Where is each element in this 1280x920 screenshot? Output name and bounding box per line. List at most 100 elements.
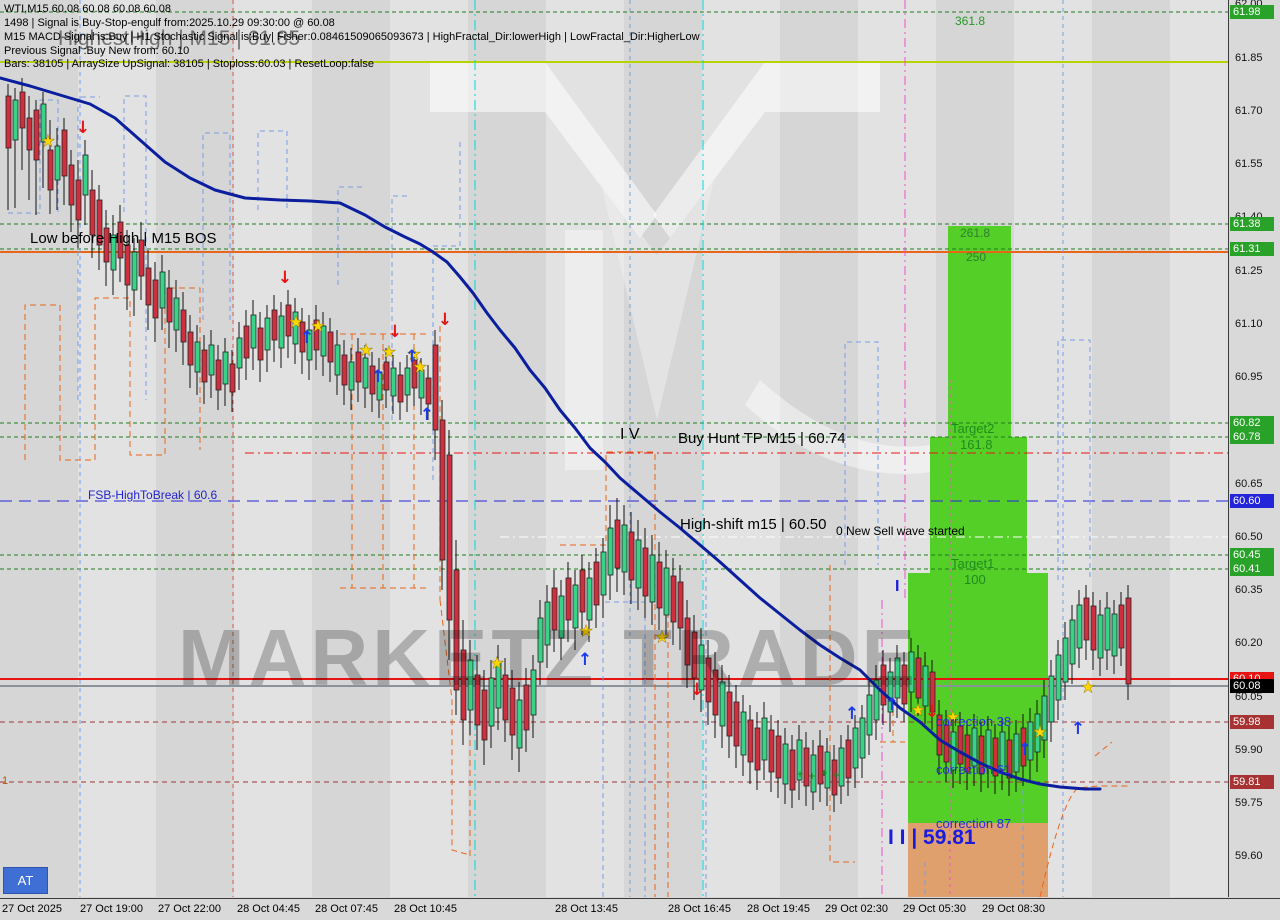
candle-body xyxy=(369,365,376,395)
fractal-step-line xyxy=(924,790,1024,897)
price-level-badge: 61.38 xyxy=(1230,217,1274,231)
star-icon: ★ xyxy=(413,358,426,376)
candle-body xyxy=(600,551,607,596)
star-icon: ★ xyxy=(490,654,503,672)
candle-body xyxy=(222,351,229,385)
candle-body xyxy=(768,729,775,773)
candle-body xyxy=(236,337,243,369)
candle-body xyxy=(201,349,208,383)
star-icon: ★ xyxy=(1033,723,1046,741)
candle-body xyxy=(747,719,754,763)
candle-body xyxy=(838,747,845,787)
chart-annotation: correction 87 xyxy=(936,816,1012,831)
time-axis-label: 27 Oct 19:00 xyxy=(80,903,143,915)
price-level-badge: 59.98 xyxy=(1230,715,1274,729)
chart-annotation: I I | 59.81 xyxy=(888,826,976,849)
candle-body xyxy=(1020,727,1027,767)
candle-body xyxy=(75,179,82,221)
candle-body xyxy=(376,371,383,401)
candle-body xyxy=(502,674,509,721)
candle-body xyxy=(705,657,712,703)
candle-body xyxy=(642,547,649,597)
price-level-badge: 60.78 xyxy=(1230,430,1274,444)
candle-body xyxy=(1111,613,1118,657)
candle-body xyxy=(656,561,663,609)
plus-tick-icon: + xyxy=(832,771,840,781)
chart-annotation: 100 xyxy=(964,572,986,587)
chart-annotation: Buy Hunt TP M15 | 60.74 xyxy=(678,430,846,447)
candle-body xyxy=(691,631,698,679)
candle-body xyxy=(845,739,852,779)
price-tick-label: 61.10 xyxy=(1235,318,1263,330)
chart-plot-area[interactable]: MARKETZ TRADE ★ ★ ★ ★ ★ ★ ★ ★ ★ ★ ★ ★ ★ ★ ↓ ↓ ↓ ↓ ↓ ↓ ↑ ↑ ↑ ↑ ↑ ↑… xyxy=(0,0,1229,897)
candle-body xyxy=(698,644,705,691)
candle-body xyxy=(341,354,348,386)
time-axis-label: 29 Oct 02:30 xyxy=(825,903,888,915)
candle-body xyxy=(54,145,61,181)
time-axis[interactable]: 27 Oct 2025 27 Oct 19:00 27 Oct 22:00 28 Oc… xyxy=(0,898,1280,920)
candle-body xyxy=(348,361,355,391)
candle-body xyxy=(859,717,866,759)
price-level-badge: 60.45 xyxy=(1230,548,1274,562)
candle-body xyxy=(593,561,600,606)
buy-arrow-icon: ↑ xyxy=(420,405,434,425)
candle-body xyxy=(614,519,621,569)
candle-body xyxy=(880,664,887,706)
buy-arrow-icon: ↑ xyxy=(578,650,592,670)
candle-body xyxy=(19,91,26,129)
candle-body xyxy=(1097,614,1104,659)
price-tick-label: 59.75 xyxy=(1235,797,1263,809)
candle-body xyxy=(726,691,733,737)
candle-body xyxy=(47,149,54,191)
price-axis[interactable]: 62.0061.8561.7061.5561.4061.2561.1060.95… xyxy=(1229,0,1280,897)
candle-body xyxy=(719,681,726,727)
candle-body xyxy=(1062,637,1069,683)
candle-body xyxy=(530,669,537,716)
watermark-text: MARKETZ TRADE xyxy=(178,613,919,702)
candle-body xyxy=(572,584,579,629)
envelope-line xyxy=(340,333,428,589)
candle-body xyxy=(1027,721,1034,761)
fractal-step-line xyxy=(257,130,288,210)
at-button[interactable]: AT xyxy=(3,867,48,894)
time-axis-label: 28 Oct 19:45 xyxy=(747,903,810,915)
candle-body xyxy=(908,651,915,693)
candle-body xyxy=(915,657,922,699)
fib-zone-box xyxy=(948,226,1011,437)
candle-body xyxy=(803,747,810,787)
candle-body xyxy=(712,669,719,716)
indicator-info-line: M15 MACD Signal is:Buy | H1 Stochastic S… xyxy=(4,31,700,43)
candle-body xyxy=(824,751,831,789)
plus-tick-icon: + xyxy=(796,770,804,780)
candle-body xyxy=(481,689,488,741)
candle-body xyxy=(1104,607,1111,651)
candle-body xyxy=(621,524,628,573)
candle-body xyxy=(40,103,47,143)
chart-annotation: 161.8 xyxy=(960,437,993,452)
sell-arrow-icon: ↓ xyxy=(278,268,292,288)
candle-body xyxy=(1034,713,1041,753)
candle-body xyxy=(551,587,558,631)
candle-body xyxy=(999,731,1006,771)
chart-canvas[interactable]: ★★ ★★ ★ ★★★★ ★★ ★★★↓↓↓↓↓↓↑↑↑↑↑↑ ↑↑↑+ + + + xyxy=(0,0,1228,897)
candle-body xyxy=(5,95,12,149)
chart-annotation: 1 xyxy=(2,775,9,787)
signal-info-line: 1498 | Signal is Buy-Stop-engulf from:20… xyxy=(4,17,335,29)
price-tick-label: 61.55 xyxy=(1235,158,1263,170)
chart-annotation: I V xyxy=(620,426,640,443)
chart-annotation: correction 61 xyxy=(936,762,1012,777)
candle-body xyxy=(89,189,96,236)
price-tick-label: 61.85 xyxy=(1235,52,1263,64)
candle-body xyxy=(138,239,145,277)
candle-body xyxy=(509,687,516,736)
candle-body xyxy=(684,617,691,666)
price-level-badge: 60.60 xyxy=(1230,494,1274,508)
candle-body xyxy=(754,727,761,771)
candle-body xyxy=(894,657,901,699)
price-tick-label: 60.95 xyxy=(1235,371,1263,383)
candle-body xyxy=(537,617,544,663)
candle-body xyxy=(558,595,565,639)
fractal-step-line xyxy=(8,99,59,214)
sell-arrow-icon: ↓ xyxy=(388,322,402,342)
time-axis-label: 27 Oct 22:00 xyxy=(158,903,221,915)
